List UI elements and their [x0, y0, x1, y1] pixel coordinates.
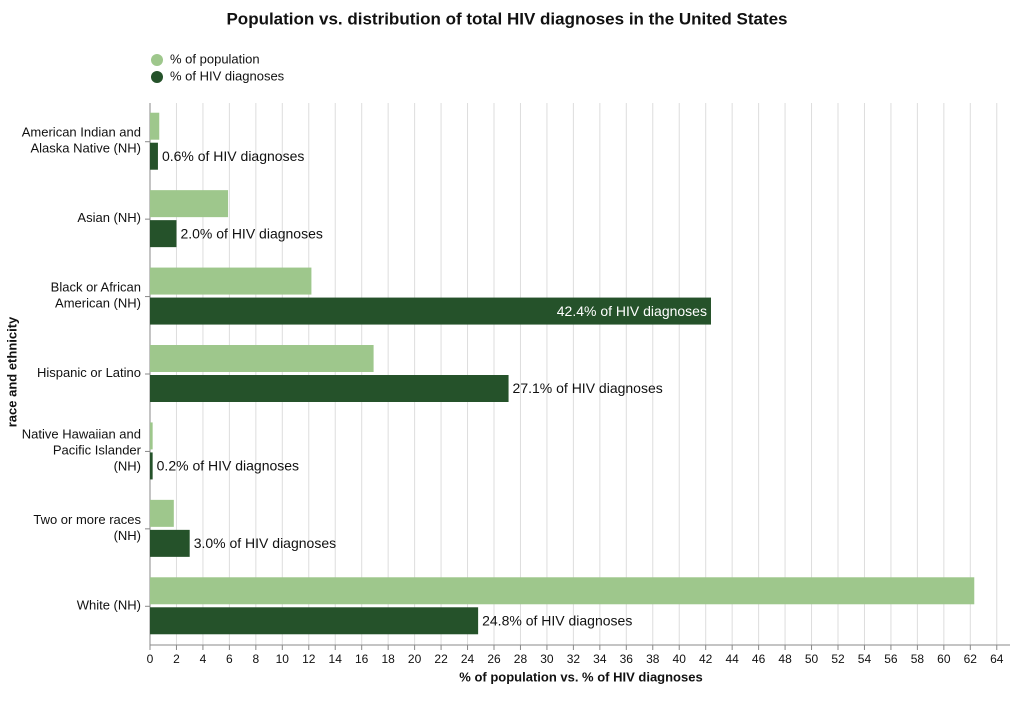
y-tick-label-line: Hispanic or Latino [37, 365, 141, 380]
x-tick-label: 52 [831, 652, 845, 666]
x-tick-label: 44 [725, 652, 739, 666]
x-tick-label: 34 [593, 652, 607, 666]
y-tick-label: Native Hawaiian and Pacific Islander (NH) [22, 427, 142, 474]
x-tick-label: 56 [884, 652, 898, 666]
legend-label: % of population [170, 51, 260, 66]
bar [150, 142, 158, 170]
x-tick-label: 38 [646, 652, 660, 666]
bar [150, 112, 160, 140]
x-tick-label: 48 [778, 652, 792, 666]
y-tick-label-line: American Indian and [22, 125, 141, 140]
bar [150, 499, 174, 527]
value-label: 27.1% of HIV diagnoses [513, 380, 663, 396]
y-tick-label: Two or more races (NH) [33, 512, 141, 543]
legend-swatch [151, 54, 163, 66]
x-tick-label: 60 [937, 652, 951, 666]
x-tick-label: 42 [699, 652, 713, 666]
value-label: 2.0% of HIV diagnoses [180, 225, 322, 241]
x-axis-title: % of population vs. % of HIV diagnoses [459, 669, 702, 684]
y-tick-label-line: Alaska Native (NH) [30, 141, 141, 156]
value-label: 42.4% of HIV diagnoses [557, 303, 707, 319]
bar [150, 422, 153, 450]
x-tick-label: 30 [540, 652, 554, 666]
y-tick-label-line: White (NH) [77, 598, 141, 613]
bar [150, 267, 312, 295]
bar [150, 190, 229, 218]
x-tick-label: 40 [673, 652, 687, 666]
y-tick-label-line: Pacific Islander [53, 443, 142, 458]
bar [150, 375, 509, 402]
x-tick-label: 16 [355, 652, 369, 666]
y-tick-label: White (NH) [77, 598, 141, 613]
x-tick-label: 62 [964, 652, 978, 666]
bar [150, 220, 177, 248]
value-label: 24.8% of HIV diagnoses [482, 612, 632, 628]
chart-title: Population vs. distribution of total HIV… [226, 9, 787, 28]
y-tick-label-line: Native Hawaiian and [22, 427, 141, 442]
bar [150, 345, 374, 372]
y-tick-label-line: Black or African [51, 280, 141, 295]
x-tick-label: 10 [276, 652, 290, 666]
x-tick-label: 6 [226, 652, 233, 666]
x-tick-label: 26 [487, 652, 501, 666]
x-tick-label: 50 [805, 652, 819, 666]
x-tick-label: 24 [461, 652, 475, 666]
x-tick-label: 46 [752, 652, 766, 666]
value-label: 0.6% of HIV diagnoses [162, 148, 304, 164]
x-tick-label: 18 [381, 652, 395, 666]
bar [150, 297, 711, 325]
y-tick-label-line: Two or more races [33, 512, 141, 527]
legend-label: % of HIV diagnoses [170, 68, 285, 83]
y-tick-label: Asian (NH) [77, 211, 141, 226]
x-tick-label: 14 [329, 652, 343, 666]
x-tick-label: 20 [408, 652, 422, 666]
legend-swatch [151, 71, 163, 83]
x-tick-label: 4 [200, 652, 207, 666]
y-axis-title: race and ethnicity [4, 316, 19, 427]
y-tick-label: Black or African American (NH) [51, 280, 141, 311]
x-tick-label: 28 [514, 652, 528, 666]
y-tick-label-line: Asian (NH) [77, 211, 141, 226]
y-tick-label-line: (NH) [114, 459, 141, 474]
x-tick-label: 32 [567, 652, 581, 666]
x-tick-label: 8 [253, 652, 260, 666]
bar [150, 577, 975, 605]
x-tick-label: 58 [911, 652, 925, 666]
bar [150, 529, 190, 557]
x-tick-label: 64 [990, 652, 1004, 666]
bar [150, 607, 479, 635]
y-tick-label: American Indian and Alaska Native (NH) [22, 125, 141, 156]
x-tick-label: 36 [620, 652, 634, 666]
x-tick-label: 54 [858, 652, 872, 666]
x-tick-label: 12 [302, 652, 316, 666]
value-label: 3.0% of HIV diagnoses [194, 535, 336, 551]
y-tick-label-line: (NH) [114, 528, 141, 543]
y-tick-label: Hispanic or Latino [37, 365, 141, 380]
x-tick-label: 22 [434, 652, 448, 666]
value-label: 0.2% of HIV diagnoses [157, 458, 299, 474]
y-tick-label-line: American (NH) [55, 296, 141, 311]
bar [150, 452, 153, 480]
x-tick-label: 0 [147, 652, 154, 666]
x-tick-label: 2 [173, 652, 180, 666]
